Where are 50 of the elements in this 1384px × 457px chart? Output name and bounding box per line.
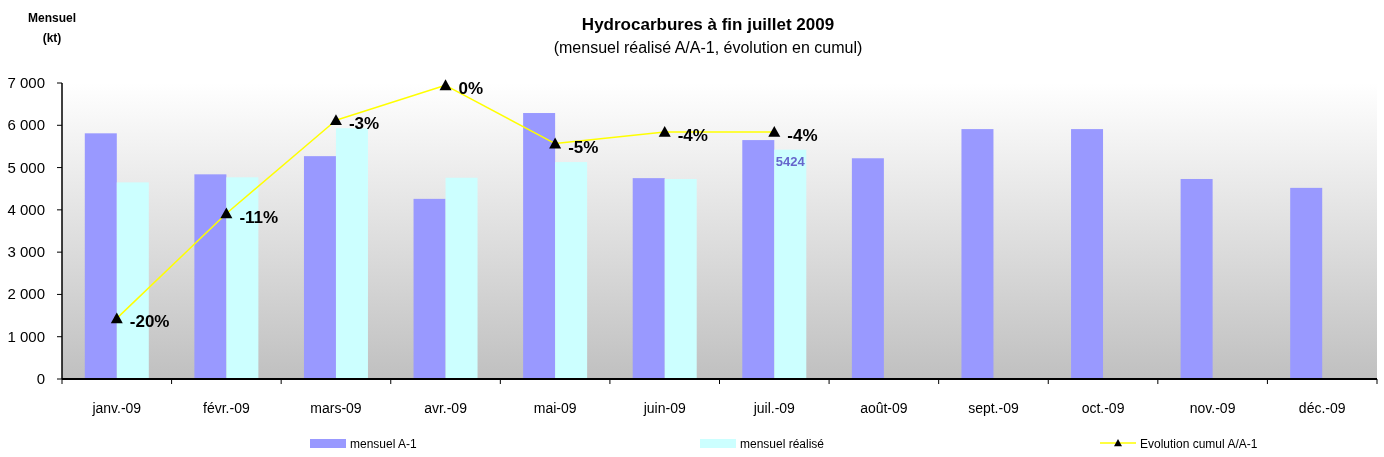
- bar: [335, 128, 368, 379]
- x-tick-label: déc.-09: [1298, 400, 1346, 416]
- bar: [194, 174, 227, 379]
- bar: [84, 133, 117, 379]
- legend-label: Evolution cumul A/A-1: [1140, 437, 1258, 451]
- x-tick-label: févr.-09: [203, 400, 250, 416]
- bar: [961, 129, 994, 379]
- bar: [303, 156, 336, 379]
- chart-subtitle: (mensuel réalisé A/A-1, évolution en cumul): [553, 39, 863, 56]
- bar: [1071, 129, 1104, 379]
- data-label: 0%: [458, 79, 484, 99]
- bar: [664, 178, 697, 379]
- bar: [413, 198, 446, 379]
- bar: [742, 140, 775, 379]
- x-tick-label: janv.-09: [91, 400, 142, 416]
- x-tick-label: août-09: [860, 400, 908, 416]
- legend-label: mensuel A-1: [350, 437, 418, 451]
- x-tick-label: oct.-09: [1081, 400, 1125, 416]
- x-tick-label: juin-09: [642, 400, 686, 416]
- y-tick-label: 2 000: [7, 285, 45, 303]
- data-label: -20%: [129, 312, 170, 332]
- bar: [1290, 187, 1323, 379]
- data-label: -4%: [787, 125, 818, 145]
- x-tick-label: mai-09: [533, 400, 577, 416]
- y-tick-label: 3 000: [7, 243, 45, 261]
- x-tick-label: mars-09: [310, 400, 362, 416]
- y-axis-title: Mensuel (kt): [27, 11, 77, 45]
- y-tick-label: 4 000: [7, 200, 45, 218]
- chart-title: Hydrocarbures à fin juillet 2009: [581, 15, 835, 34]
- bar: [523, 113, 556, 379]
- data-label: -3%: [348, 114, 380, 134]
- y-tick-label: 0: [36, 370, 45, 387]
- x-tick-label: juil.-09: [752, 400, 796, 416]
- y-tick-label: 5 000: [7, 158, 45, 176]
- legend-label: mensuel réalisé: [740, 437, 825, 451]
- x-tick-label: nov.-09: [1189, 400, 1236, 416]
- bar: [555, 162, 588, 379]
- y-tick-label: 6 000: [7, 116, 45, 134]
- bar: [1180, 178, 1213, 379]
- x-tick-label: sept.-09: [968, 400, 1019, 416]
- bar: [774, 149, 807, 379]
- data-label: -5%: [568, 137, 599, 157]
- y-tick-label: 7 000: [7, 74, 45, 91]
- y-tick-label: 1 000: [7, 327, 45, 345]
- data-label: -11%: [239, 207, 279, 227]
- x-tick-label: avr.-09: [424, 400, 468, 416]
- bar: [851, 158, 884, 379]
- data-label: 5424: [775, 153, 806, 169]
- bar: [445, 177, 478, 379]
- bar: [632, 178, 665, 379]
